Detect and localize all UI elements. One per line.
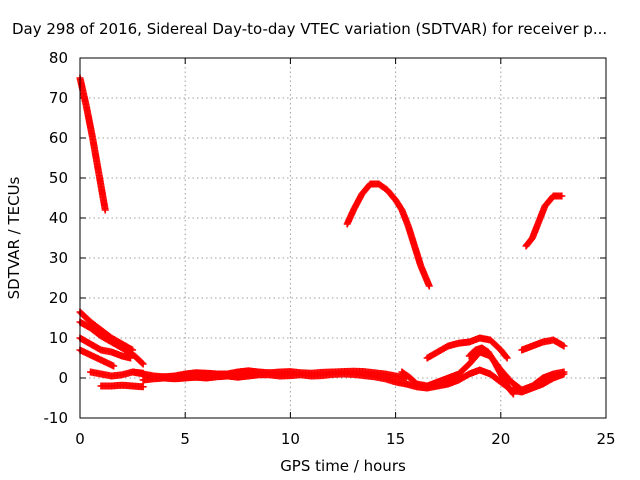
data-point	[139, 383, 147, 391]
data-point	[560, 368, 568, 376]
y-axis-label: SDTVAR / TECUs	[5, 176, 23, 299]
y-tick-label: 80	[49, 49, 68, 67]
series-arc-12	[423, 334, 511, 362]
x-tick-label: 0	[75, 430, 85, 448]
series-arc-04	[76, 334, 134, 362]
chart-title: Day 298 of 2016, Sidereal Day-to-day VTE…	[12, 20, 607, 38]
plot-frame	[79, 57, 607, 419]
y-tick-label: 70	[49, 89, 68, 107]
y-tick-label: 30	[49, 249, 68, 267]
data-point	[425, 282, 433, 290]
series-arc-01	[76, 74, 109, 214]
series-arc-14	[518, 336, 568, 354]
x-axis-label: GPS time / hours	[280, 457, 406, 475]
data-point	[138, 359, 146, 367]
x-tick-label: 10	[281, 430, 300, 448]
x-tick-label: 5	[180, 430, 190, 448]
axis-ticks: 0 5 10 15 20 25 -10 0 10 20 30 40 50 60 70 80	[44, 49, 616, 448]
data-point	[139, 360, 147, 368]
y-tick-label: -10	[44, 409, 69, 427]
series-arc-03	[76, 318, 147, 368]
data-point	[126, 354, 134, 362]
x-tick-label: 20	[491, 430, 510, 448]
y-tick-label: 0	[58, 369, 68, 387]
y-tick-label: 20	[49, 289, 68, 307]
grid	[80, 58, 606, 418]
series-arc-15	[522, 192, 566, 250]
series-arc-13	[465, 344, 517, 398]
data-point	[110, 362, 118, 370]
series-arc-07	[97, 381, 147, 391]
data-point	[560, 342, 568, 350]
data-point	[502, 353, 510, 361]
series-arc-02	[76, 308, 137, 354]
x-tick-label: 15	[386, 430, 405, 448]
data-point	[509, 389, 517, 397]
y-tick-label: 10	[49, 329, 68, 347]
data-point	[101, 206, 109, 214]
y-tick-label: 60	[49, 129, 68, 147]
series-arc-11	[398, 348, 568, 394]
data-point	[509, 390, 517, 398]
data-point	[503, 354, 511, 362]
series-arc-10	[343, 180, 433, 290]
series-arc-05	[76, 346, 118, 370]
data-point	[558, 192, 566, 200]
data-marks	[76, 74, 568, 398]
x-tick-label: 25	[596, 430, 615, 448]
y-tick-label: 50	[49, 169, 68, 187]
y-tick-label: 40	[49, 209, 68, 227]
